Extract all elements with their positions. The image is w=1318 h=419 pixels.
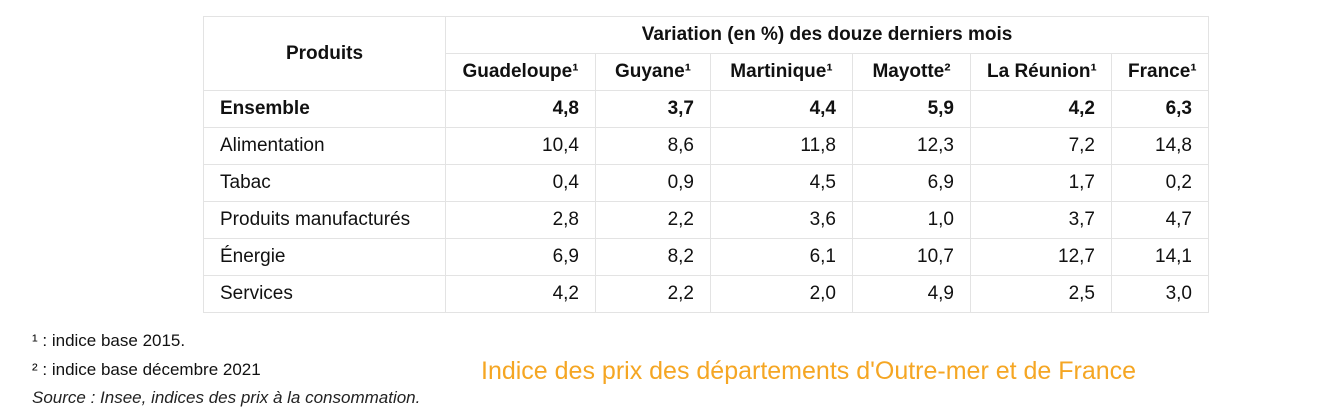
footnote-2-text: : indice base décembre 2021 xyxy=(37,360,261,379)
table-cell: 5,9 xyxy=(852,90,971,128)
table-cell: 1,0 xyxy=(852,201,971,239)
table-cell: 6,9 xyxy=(445,238,596,276)
row-label: Produits manufacturés xyxy=(203,201,446,239)
source-note: Source : Insee, indices des prix à la co… xyxy=(32,388,421,407)
table-cell: 6,9 xyxy=(852,164,971,202)
footnote-marker: ¹ xyxy=(572,61,579,82)
table-cell: 11,8 xyxy=(710,127,853,165)
column-header-3: Mayotte² xyxy=(852,53,971,91)
table-cell: 0,9 xyxy=(595,164,711,202)
table-cell: 4,2 xyxy=(445,275,596,313)
table-row: Services 4,2 2,2 2,0 4,9 2,5 3,0 xyxy=(203,275,1209,313)
footnote-2: ² : indice base décembre 2021 xyxy=(32,360,261,380)
table-cell: 8,6 xyxy=(595,127,711,165)
column-header-1: Guyane¹ xyxy=(595,53,711,91)
column-group-header: Variation (en %) des douze derniers mois xyxy=(445,16,1209,54)
table-row: Alimentation 10,4 8,6 11,8 12,3 7,2 14,8 xyxy=(203,127,1209,165)
table-cell: 4,8 xyxy=(445,90,596,128)
footnote-marker: ¹ xyxy=(826,61,833,82)
column-header-label: Mayotte xyxy=(872,61,945,82)
column-header-0: Guadeloupe¹ xyxy=(445,53,596,91)
table-cell: 6,3 xyxy=(1111,90,1209,128)
footnote-marker: ¹ xyxy=(1190,61,1197,82)
table-cell: 12,3 xyxy=(852,127,971,165)
table-cell: 1,7 xyxy=(970,164,1112,202)
table-cell: 6,1 xyxy=(710,238,853,276)
column-header-4: La Réunion¹ xyxy=(970,53,1112,91)
table-cell: 4,4 xyxy=(710,90,853,128)
table-cell: 12,7 xyxy=(970,238,1112,276)
region-header-row: Guadeloupe¹ Guyane¹ Martinique¹ Mayotte² La … xyxy=(204,53,1209,91)
table-cell: 10,4 xyxy=(445,127,596,165)
column-header-2: Martinique¹ xyxy=(710,53,853,91)
table-cell: 4,2 xyxy=(970,90,1112,128)
table-row: Tabac 0,4 0,9 4,5 6,9 1,7 0,2 xyxy=(203,164,1209,202)
table-cell: 0,4 xyxy=(445,164,596,202)
footnote-2-mark: ² xyxy=(32,360,38,379)
table-cell: 8,2 xyxy=(595,238,711,276)
table-cell: 2,2 xyxy=(595,275,711,313)
chart-title: Indice des prix des départements d'Outre… xyxy=(481,357,1137,385)
table-row: Ensemble 4,8 3,7 4,4 5,9 4,2 6,3 xyxy=(203,90,1209,128)
column-header-label: La Réunion xyxy=(987,61,1091,82)
table-row: Énergie 6,9 8,2 6,1 10,7 12,7 14,1 xyxy=(203,238,1209,276)
row-label: Énergie xyxy=(203,238,446,276)
footnote-marker: ¹ xyxy=(1090,61,1097,82)
table-cell: 2,0 xyxy=(710,275,853,313)
table-cell: 2,5 xyxy=(970,275,1112,313)
table-cell: 2,8 xyxy=(445,201,596,239)
column-header-label: Guyane xyxy=(614,61,685,82)
table-cell: 4,7 xyxy=(1111,201,1209,239)
footnote-1-mark: ¹ xyxy=(32,331,38,350)
table-cell: 3,7 xyxy=(970,201,1112,239)
table-cell: 10,7 xyxy=(852,238,971,276)
table-cell: 0,2 xyxy=(1111,164,1209,202)
table-cell: 14,1 xyxy=(1111,238,1209,276)
row-label: Tabac xyxy=(203,164,446,202)
table-row: Produits manufacturés 2,8 2,2 3,6 1,0 3,7 4,7 xyxy=(203,201,1209,239)
row-label: Services xyxy=(203,275,446,313)
table-cell: 4,5 xyxy=(710,164,853,202)
table-body: Ensemble 4,8 3,7 4,4 5,9 4,2 6,3 Alimentation 10… xyxy=(203,90,1209,313)
footnote-1: ¹ : indice base 2015. xyxy=(32,331,185,351)
row-label: Ensemble xyxy=(203,90,446,128)
table-cell: 14,8 xyxy=(1111,127,1209,165)
table-cell: 4,9 xyxy=(852,275,971,313)
row-header: Produits xyxy=(203,16,446,91)
column-header-label: Martinique xyxy=(730,61,827,82)
inflation-table: Produits Variation (en %) des douze dern… xyxy=(203,16,1209,313)
footnote-1-text: : indice base 2015. xyxy=(37,331,186,350)
column-header-5: France¹ xyxy=(1111,53,1209,91)
table-cell: 3,0 xyxy=(1111,275,1209,313)
table-cell: 3,6 xyxy=(710,201,853,239)
table-cell: 3,7 xyxy=(595,90,711,128)
column-header-label: Guadeloupe xyxy=(462,61,573,82)
table-cell: 2,2 xyxy=(595,201,711,239)
column-header-label: France xyxy=(1128,61,1191,82)
footnote-marker: ² xyxy=(944,61,951,82)
row-label: Alimentation xyxy=(203,127,446,165)
footnote-marker: ¹ xyxy=(684,61,692,82)
table-cell: 7,2 xyxy=(970,127,1112,165)
